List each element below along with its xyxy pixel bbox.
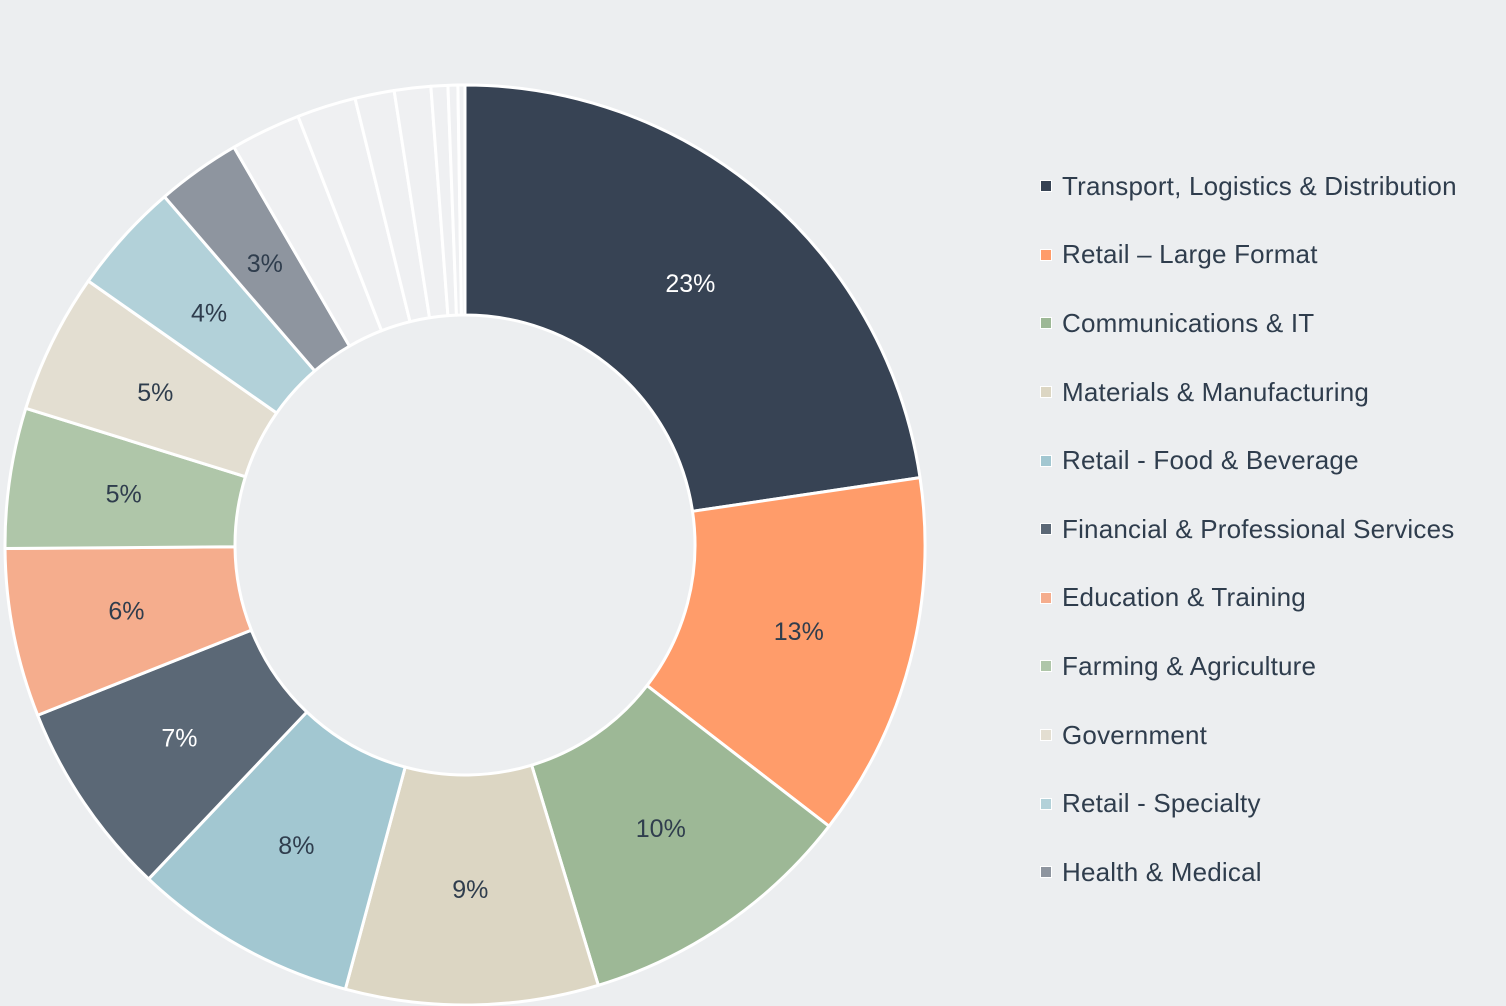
legend-swatch [1040,797,1052,810]
legend-swatch [1040,317,1052,330]
legend-item-health-medical: Health & Medical [1040,838,1457,907]
legend-swatch [1040,248,1052,261]
legend-swatch [1040,729,1052,742]
data-label-government: 5% [137,379,173,407]
slice-transport-logistics-distribution [463,83,922,513]
legend-item-retail-food-beverage: Retail - Food & Beverage [1040,426,1457,495]
legend-label: Government [1062,719,1208,750]
legend-item-transport-logistics-distribution: Transport, Logistics & Distribution [1040,152,1457,221]
donut-chart: 23% 13% 10% 9% 8% 7% 6% 5% 5% 4% 3% [3,83,927,1006]
legend-item-education-training: Education & Training [1040,564,1457,633]
data-label-transport-logistics-distribution: 23% [665,270,715,298]
data-label-retail-food-beverage: 8% [278,832,314,860]
data-label-education-training: 6% [108,597,144,625]
legend-swatch [1040,180,1052,193]
legend-label: Retail - Specialty [1062,788,1261,819]
legend-label: Retail – Large Format [1062,239,1318,270]
data-label-retail-large-format: 13% [774,618,824,646]
data-label-health-medical: 3% [247,250,283,278]
legend-swatch [1040,660,1052,673]
data-label-financial-professional-services: 7% [161,725,197,753]
legend-item-financial-professional-services: Financial & Professional Services [1040,495,1457,564]
legend-swatch [1040,591,1052,604]
legend-label: Retail - Food & Beverage [1062,445,1359,476]
data-label-retail-specialty: 4% [191,300,227,328]
legend-label: Financial & Professional Services [1062,513,1455,544]
donut-labels: 23% 13% 10% 9% 8% 7% 6% 5% 5% 4% 3% [106,250,824,904]
legend-item-farming-agriculture: Farming & Agriculture [1040,632,1457,701]
legend-label: Farming & Agriculture [1062,650,1317,681]
legend-label: Transport, Logistics & Distribution [1062,170,1457,201]
donut-slices [3,83,927,1006]
legend-item-government: Government [1040,701,1457,770]
legend-swatch [1040,454,1052,467]
legend-swatch [1040,523,1052,536]
legend-item-retail-large-format: Retail – Large Format [1040,221,1457,290]
legend-label: Health & Medical [1062,856,1262,887]
legend-label: Education & Training [1062,582,1306,613]
legend-swatch [1040,866,1052,879]
legend-item-materials-manufacturing: Materials & Manufacturing [1040,358,1457,427]
data-label-communications-it: 10% [636,815,686,843]
data-label-farming-agriculture: 5% [106,480,142,508]
data-label-materials-manufacturing: 9% [452,876,488,904]
legend-label: Materials & Manufacturing [1062,376,1370,407]
legend-swatch [1040,386,1052,399]
slice-other-17 [456,83,467,317]
legend-label: Communications & IT [1062,307,1315,338]
chart-legend: Transport, Logistics & Distribution Retai… [1040,152,1457,907]
legend-item-retail-specialty: Retail - Specialty [1040,769,1457,838]
legend-item-communications-it: Communications & IT [1040,289,1457,358]
